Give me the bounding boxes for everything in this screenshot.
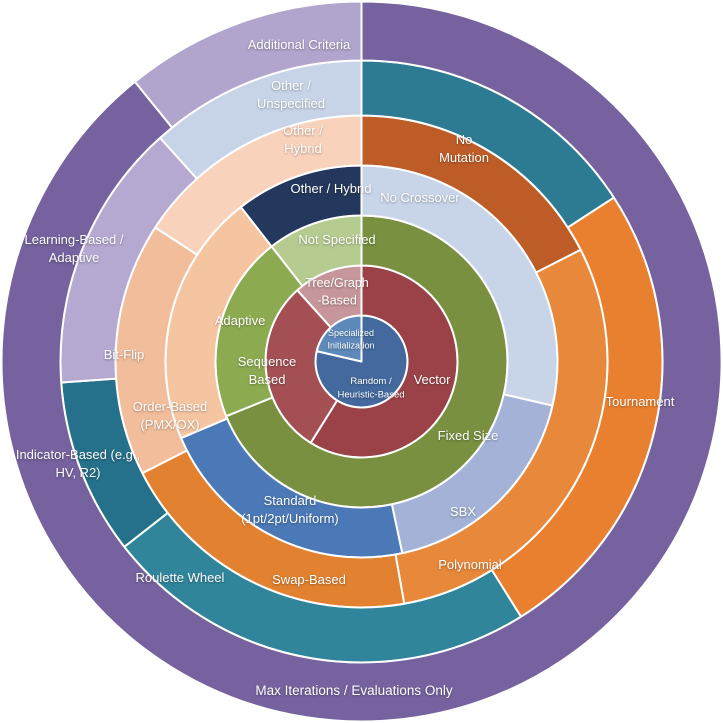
label-other-unspecified: Other / Unspecified — [257, 78, 325, 111]
label-other-hybrid-crossover: Other / Hybrid — [291, 181, 372, 196]
label-vector: Vector — [414, 372, 452, 387]
label-sequence-based: Sequence Based — [238, 354, 297, 387]
label-random-heuristic-based: Random / Heuristic-Based — [337, 376, 404, 400]
label-tree-graph-based: Tree/Graph -Based — [305, 276, 369, 308]
label-sbx: SBX — [450, 504, 476, 519]
label-indicator-based: Indicator-Based (e.g., HV, R2) — [16, 447, 140, 480]
label-no-crossover: No Crossover — [380, 190, 460, 205]
label-standard-crossover: Standard (1pt/2pt/Uniform) — [241, 493, 339, 526]
segment-termination-additional-criteria — [133, 0, 363, 129]
label-tournament: Tournament — [606, 394, 675, 409]
label-max-iterations: Max Iterations / Evaluations Only — [255, 683, 453, 698]
label-other-hybrid-mutation: Other / Hybrid — [283, 123, 323, 156]
label-additional-criteria: Additional Criteria — [248, 37, 351, 52]
label-polynomial: Polynomial — [438, 557, 502, 572]
label-fixed-size: Fixed Size — [438, 428, 499, 443]
label-order-based: Order-Based (PMX/OX) — [133, 399, 207, 432]
label-specialized-initialization: Specialized Initialization — [327, 328, 374, 351]
label-adaptive: Adaptive — [215, 313, 266, 328]
label-no-mutation: No Mutation — [439, 132, 489, 165]
label-learning-based-adaptive: Learning-Based / Adaptive — [24, 232, 123, 265]
label-bit-flip: Bit-Flip — [104, 347, 144, 362]
label-roulette-wheel: Roulette Wheel — [136, 570, 225, 585]
label-swap-based: Swap-Based — [272, 572, 346, 587]
label-not-specified: Not Specified — [298, 232, 375, 247]
